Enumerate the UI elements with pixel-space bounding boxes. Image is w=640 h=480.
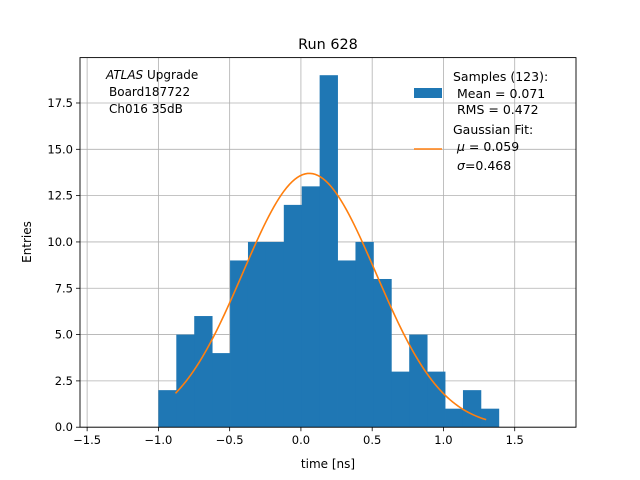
x-tick-label: 1.0 [434,433,452,447]
y-tick-label: 12.5 [47,189,73,203]
y-axis-ticks: 0.0 2.5 5.0 7.5 10.0 12.5 15.0 17.5 [47,96,80,434]
histogram-bar [373,278,392,428]
x-axis-label: time [ns] [301,457,355,471]
legend-rms-label: RMS = 0.472 [457,102,539,117]
plot-frame [79,57,577,428]
histogram-bar [158,390,177,428]
y-tick-label: 7.5 [55,281,73,295]
x-axis-ticks: −1.5 −1.0 −0.5 0.0 0.5 1.0 1.5 [73,427,524,447]
histogram-bar [319,75,338,428]
atlas-annotation: ATLAS Upgrade Board187722 Ch016 35dB [105,68,198,116]
y-tick-label: 10.0 [47,235,73,249]
y-tick-label: 17.5 [47,96,73,110]
annotation-line-3: Ch016 35dB [109,102,183,116]
histogram-bar [409,334,428,428]
x-tick-label: 1.5 [506,433,524,447]
legend-mu-label: μ = 0.059 [456,139,519,154]
x-tick-label: 0.5 [363,433,381,447]
annotation-line-1: ATLAS Upgrade [105,68,198,82]
histogram-bar [462,390,482,428]
legend-mean-label: Mean = 0.071 [457,86,545,101]
x-tick-label: −1.0 [144,433,172,447]
histogram-bar [230,260,249,428]
histogram-bar [480,408,500,428]
y-axis-label: Entries [20,221,34,263]
histogram-bar [283,204,303,428]
x-tick-label: −1.5 [73,433,101,447]
chart-title: Run 628 [298,37,358,53]
histogram-bar [355,241,374,428]
legend-sigma-label: σ=0.468 [457,158,511,173]
legend-fit-label: Gaussian Fit: [453,122,533,137]
y-tick-label: 15.0 [47,142,73,156]
legend: Samples (123): Mean = 0.071 RMS = 0.472 … [414,69,548,173]
histogram-bar [265,241,285,428]
legend-histogram-swatch [414,88,442,98]
x-tick-label: −0.5 [216,433,244,447]
histogram-bar [194,316,213,428]
histogram-bar [391,371,410,428]
y-tick-label: 2.5 [55,374,73,388]
x-tick-label: 0.0 [292,433,310,447]
gaussian-fit-line [174,172,487,421]
histogram-bars [158,75,500,428]
y-tick-label: 0.0 [55,420,73,434]
histogram-bar [212,353,231,428]
histogram-bar [427,371,446,428]
histogram-bar [445,408,464,428]
gaussian-fit [174,172,487,421]
histogram-bar [301,186,321,428]
annotation-line-2: Board187722 [109,85,190,99]
y-tick-label: 5.0 [55,328,73,342]
histogram-bar [247,241,267,428]
histogram-bar [337,260,356,428]
legend-samples-label: Samples (123): [453,69,548,84]
